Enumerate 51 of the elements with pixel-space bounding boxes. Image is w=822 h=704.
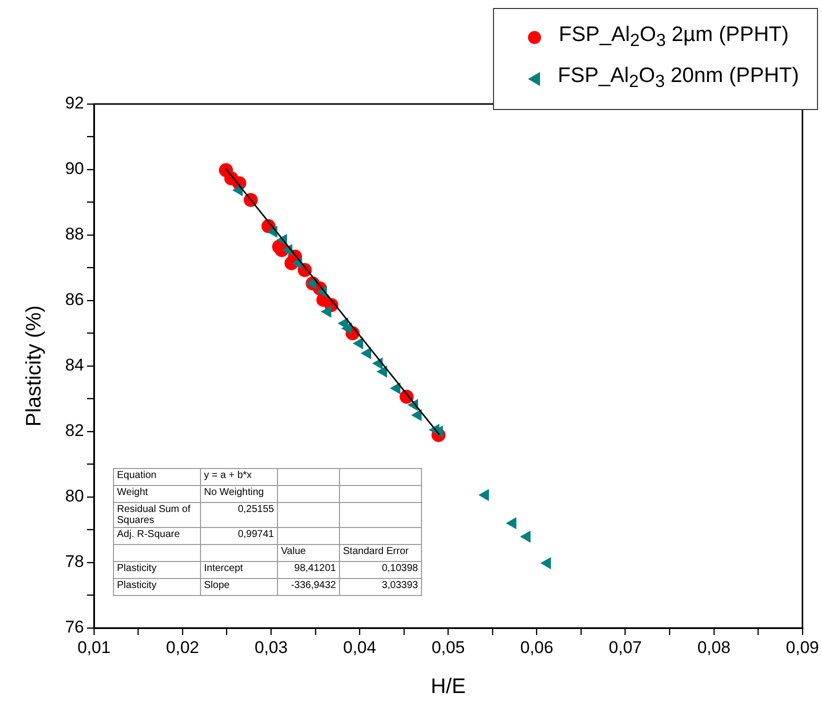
x-tick-label: 0,08	[697, 638, 730, 657]
x-axis-title: H/E	[430, 675, 466, 698]
point	[478, 488, 489, 502]
y-tick-label: 90	[65, 159, 84, 178]
y-tick-label: 80	[65, 486, 84, 506]
y-tick-label: 78	[65, 552, 84, 572]
y-axis-title: Plasticity (%)	[22, 305, 46, 427]
x-tick-label: 0,05	[432, 638, 465, 657]
y-tick-label: 82	[65, 421, 84, 440]
y-tick-label: 76	[65, 618, 84, 637]
annotation: Residual Sum of Squares	[114, 502, 200, 528]
x-tick-label: 0,01	[77, 638, 111, 657]
y-tick-label: 86	[65, 290, 84, 310]
legend-label: FSP_Al$_{2}$O$_{3}$ 20nm (PPHT)	[558, 63, 799, 94]
annotation: 0,99741	[200, 528, 278, 544]
x-tick-label: 0,03	[254, 638, 288, 657]
x-tick-label: 0,07	[608, 638, 642, 657]
annotation: Weight	[114, 486, 200, 502]
x-tick-label: 0,06	[520, 638, 554, 657]
point	[341, 322, 352, 334]
annotation: Plasticity	[114, 562, 200, 578]
point	[352, 337, 364, 350]
point	[540, 557, 551, 570]
y-tick-label: 88	[65, 224, 84, 244]
annotation: No Weighting	[200, 486, 278, 502]
annotation: 0,10398	[340, 562, 422, 578]
point	[411, 409, 422, 422]
y-tick-label: 92	[65, 94, 84, 113]
point	[520, 530, 531, 543]
annotation: -336,9432	[278, 578, 340, 596]
point	[360, 347, 372, 360]
annotation: Intercept	[200, 562, 278, 578]
point	[390, 382, 400, 394]
annotation: Equation	[114, 468, 200, 486]
legend-label: FSP_Al$_{2}$O$_{3}$ 2µm (PPHT)	[558, 22, 789, 52]
point	[376, 366, 388, 378]
annotation: 0,25155	[200, 502, 278, 528]
annotation: y = a + b*x	[200, 468, 278, 486]
annotation: Value	[278, 544, 340, 562]
annotation: Standard Error	[340, 544, 422, 562]
y-tick-label: 84	[65, 356, 84, 375]
annotation: Slope	[200, 578, 278, 596]
point	[320, 306, 332, 318]
point	[506, 517, 516, 530]
annotation: 3,03393	[340, 578, 422, 596]
annotation: Plasticity	[114, 578, 200, 596]
annotation: Adj. R-Square	[114, 528, 200, 544]
annotation: 98,41201	[278, 562, 340, 578]
x-tick-label: 0,09	[786, 638, 820, 657]
x-tick-label: 0,02	[166, 638, 200, 657]
x-tick-label: 0,04	[343, 638, 376, 657]
